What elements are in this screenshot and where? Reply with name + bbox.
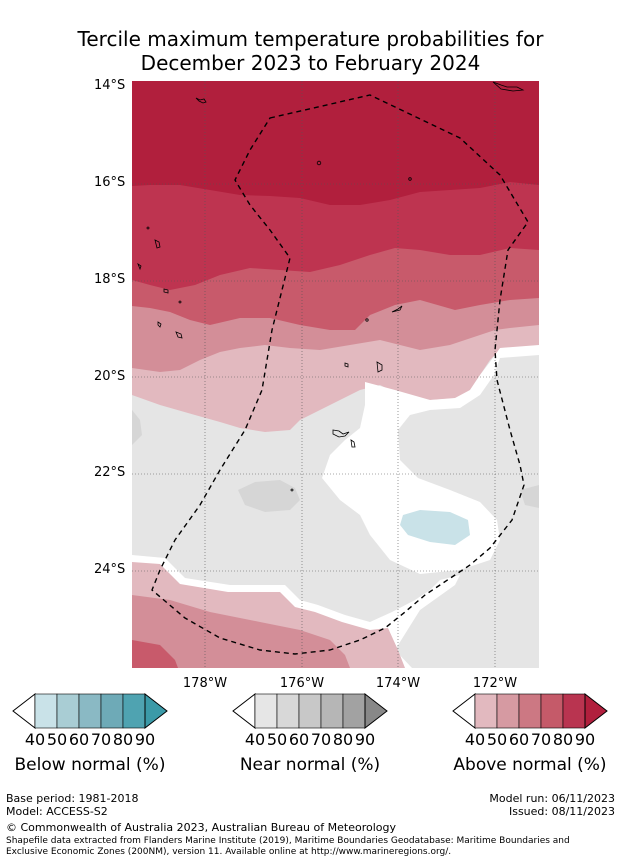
model-name: Model: ACCESS-S2 (6, 805, 108, 818)
tick-label: 50 (46, 730, 68, 749)
colorbar-cap-right (584, 692, 608, 730)
lon-label: 172°W (472, 676, 518, 691)
region-near-50-west (132, 410, 142, 445)
lon-label: 178°W (182, 676, 228, 691)
legend-label-near: Near normal (%) (239, 755, 381, 775)
tick-label: 80 (332, 730, 354, 749)
colorbar-swatch (320, 693, 344, 729)
tick-label: 60 (68, 730, 90, 749)
island (316, 160, 322, 166)
colorbar-swatch (342, 693, 366, 729)
colorbar-swatch (562, 693, 586, 729)
tick-label: 50 (266, 730, 288, 749)
island (391, 305, 403, 313)
lon-label: 176°W (279, 676, 325, 691)
colorbar-swatch (122, 693, 146, 729)
colorbar-above (452, 692, 608, 730)
colorbar-swatch (540, 693, 564, 729)
tick-label: 90 (134, 730, 156, 749)
base-period: Base period: 1981-2018 (6, 792, 139, 805)
legend-label-above: Above normal (%) (453, 755, 607, 775)
lat-label: 20°S (94, 369, 126, 384)
island (350, 439, 356, 448)
issued-date: Issued: 08/11/2023 (508, 805, 615, 818)
island (154, 239, 161, 249)
tick-label: 40 (24, 730, 46, 749)
tick-label: 60 (288, 730, 310, 749)
tick-label: 50 (486, 730, 508, 749)
tick-label: 80 (552, 730, 574, 749)
island (492, 81, 525, 92)
lat-label: 16°S (94, 175, 126, 190)
probability-field (132, 81, 539, 668)
island (137, 262, 142, 271)
island (146, 226, 150, 230)
tick-label: 40 (464, 730, 486, 749)
island (332, 429, 350, 438)
tick-label: 90 (574, 730, 596, 749)
tick-label: 70 (310, 730, 332, 749)
tick-label: 40 (244, 730, 266, 749)
colorbar-swatch (34, 693, 58, 729)
copyright: © Commonwealth of Australia 2023, Austra… (6, 821, 396, 834)
island (344, 362, 349, 368)
island (290, 488, 294, 492)
colorbar-cap-right (364, 692, 388, 730)
lat-label: 22°S (94, 465, 126, 480)
colorbar-swatch (496, 693, 520, 729)
colorbar-swatch (474, 693, 498, 729)
shapefile-credit-1: Shapefile data extracted from Flanders M… (6, 836, 570, 846)
island (175, 331, 183, 339)
lat-label: 24°S (94, 562, 126, 577)
region-above-60-south (132, 595, 350, 668)
chart-title: Tercile maximum temperature probabilitie… (0, 27, 621, 75)
colorbar-near (232, 692, 388, 730)
region-near-50-east (520, 485, 539, 508)
colorbar-swatch (100, 693, 124, 729)
region-above-70-south (132, 640, 178, 668)
colorbar-swatch (254, 693, 278, 729)
islands (137, 81, 525, 492)
island (157, 321, 162, 328)
colorbar-below (12, 692, 168, 730)
title-line-2: December 2023 to February 2024 (140, 51, 481, 75)
region-neutral (322, 345, 539, 574)
tick-label: 90 (354, 730, 376, 749)
colorbar-cap-left (452, 692, 476, 730)
lat-label: 14°S (94, 78, 126, 93)
region-above-90 (132, 81, 539, 205)
island (376, 361, 383, 373)
colorbar-cap-right (144, 692, 168, 730)
tick-label: 70 (90, 730, 112, 749)
model-run: Model run: 06/11/2023 (489, 792, 615, 805)
legend-label-below: Below normal (%) (14, 755, 166, 775)
colorbar-swatch (78, 693, 102, 729)
title-line-1: Tercile maximum temperature probabilitie… (77, 27, 544, 51)
shapefile-credit-2: Exclusive Economic Zones (200NM), versio… (6, 847, 452, 857)
tick-label: 70 (530, 730, 552, 749)
tick-label: 80 (112, 730, 134, 749)
island (163, 288, 169, 294)
colorbar-cap-left (12, 692, 36, 730)
region-near-50 (238, 480, 300, 512)
gridlines (132, 81, 539, 668)
colorbar-swatch (56, 693, 80, 729)
colorbar-swatch (276, 693, 300, 729)
island (365, 318, 369, 322)
island (178, 300, 182, 304)
lon-label: 174°W (375, 676, 421, 691)
colorbar-swatch (298, 693, 322, 729)
island (408, 177, 412, 181)
colorbar-swatch (518, 693, 542, 729)
region-below-50 (400, 510, 470, 545)
island (195, 97, 207, 104)
tick-label: 60 (508, 730, 530, 749)
colorbars (12, 692, 608, 730)
lat-label: 18°S (94, 272, 126, 287)
colorbar-cap-left (232, 692, 256, 730)
